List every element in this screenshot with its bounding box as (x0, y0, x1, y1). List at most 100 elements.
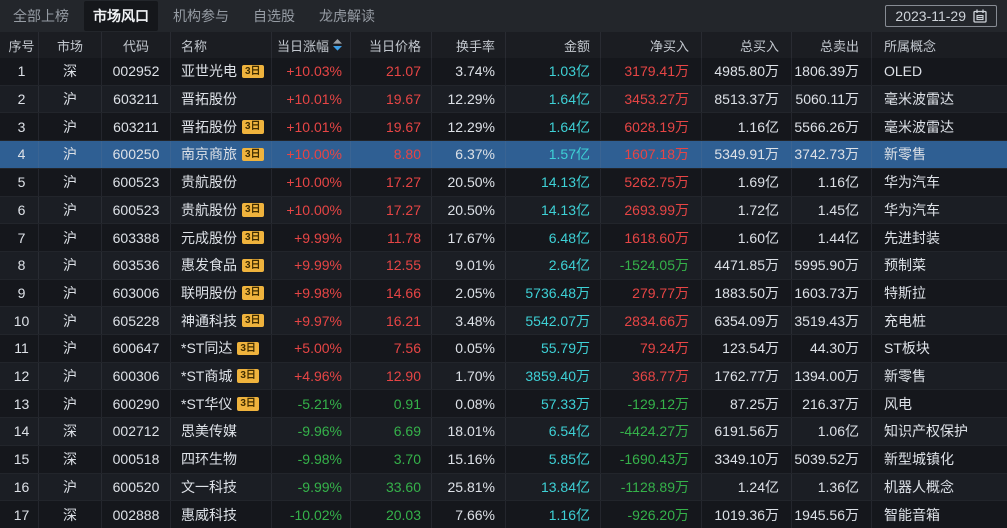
cell-turnover: 3.74% (432, 58, 506, 85)
cell-value-market: 沪 (63, 478, 77, 495)
cell-turnover: 12.29% (432, 85, 506, 113)
cell-price: 12.90 (351, 362, 432, 390)
cell-value-net_buy: 2693.99万 (624, 201, 689, 218)
table-row[interactable]: 17 深 002888 惠威科技 -10.02% 20.03 7.66% 1.16亿 -926.… (0, 500, 1007, 528)
cell-net_buy: -129.12万 (601, 390, 702, 418)
cell-value-total_buy: 1.24亿 (737, 478, 779, 495)
cell-value-price: 12.90 (385, 368, 421, 385)
tab-dragon-tiger[interactable]: 龙虎解读 (319, 8, 375, 24)
tab-institution[interactable]: 机构参与 (173, 8, 229, 24)
cell-value-change: +9.99% (294, 257, 342, 274)
cell-value-amount: 55.79万 (540, 340, 590, 357)
cell-concept: 新零售 (872, 363, 1007, 390)
cell-amount: 1.57亿 (506, 141, 601, 168)
cell-value-idx: 3 (17, 118, 26, 135)
column-header-change[interactable]: 当日涨幅 (272, 32, 351, 58)
cell-value-total_buy: 1.72亿 (737, 201, 779, 218)
tab-watchlist[interactable]: 自选股 (253, 8, 295, 24)
cell-value-concept: 知识产权保护 (884, 423, 968, 440)
cell-net_buy: -1524.05万 (601, 251, 702, 279)
cell-amount: 1.64亿 (506, 85, 601, 113)
cell-change: +10.01% (272, 85, 351, 113)
table-row[interactable]: 4 沪 600250 南京商旅 3日 +10.00% 8.80 6.37% 1.57亿 1607.… (0, 140, 1007, 168)
cell-value-total_buy: 123.54万 (722, 340, 779, 357)
tab-all-ranked[interactable]: 全部上榜 (13, 8, 69, 24)
table-row[interactable]: 5 沪 600523 贵航股份 +10.00% 17.27 20.50% 14.13亿 5262… (0, 167, 1007, 196)
column-header-label: 当日价格 (368, 38, 421, 54)
column-header-label: 名称 (181, 38, 208, 54)
badge-3day: 3日 (237, 397, 259, 411)
table-row[interactable]: 14 深 002712 思美传媒 -9.96% 6.69 18.01% 6.54亿 -4424.… (0, 417, 1007, 445)
table-header-row: 序号 市场 代码 名称 当日涨幅 当日价格 换手率 金额 净买入 总买入 总卖出 所属概念 (0, 32, 1007, 58)
table-row[interactable]: 15 深 000518 四环生物 -9.98% 3.70 15.16% 5.85亿 -1690.… (0, 444, 1007, 473)
cell-value-name: 贵航股份 (181, 201, 237, 218)
table-row[interactable]: 12 沪 600306 *ST商城 3日 +4.96% 12.90 1.70% 3859.40万… (0, 361, 1007, 390)
table-row[interactable]: 16 沪 600520 文一科技 -9.99% 33.60 25.81% 13.84亿 -112… (0, 472, 1007, 501)
cell-turnover: 0.08% (432, 390, 506, 418)
table-row[interactable]: 2 沪 603211 晋拓股份 +10.01% 19.67 12.29% 1.64亿 3453.… (0, 84, 1007, 113)
cell-value-change: +10.00% (286, 201, 342, 218)
table-row[interactable]: 10 沪 605228 神通科技 3日 +9.97% 16.21 3.48% 5542.07万 2… (0, 306, 1007, 335)
cell-name: *ST同达 3日 (171, 335, 272, 362)
cell-price: 14.66 (351, 279, 432, 307)
cell-value-amount: 14.13亿 (540, 174, 590, 191)
cell-value-name: 惠威科技 (181, 506, 237, 523)
cell-value-market: 沪 (63, 118, 77, 135)
table-row[interactable]: 6 沪 600523 贵航股份 3日 +10.00% 17.27 20.50% 14.13亿 26… (0, 195, 1007, 224)
cell-price: 3.70 (351, 445, 432, 473)
cell-name: 贵航股份 (171, 168, 272, 196)
tab-market-hotspot[interactable]: 市场风口 (84, 1, 158, 31)
table-row[interactable]: 11 沪 600647 *ST同达 3日 +5.00% 7.56 0.05% 55.79万 79.… (0, 334, 1007, 362)
cell-value-total_sell: 3742.73万 (794, 146, 859, 163)
cell-value-turnover: 0.05% (455, 340, 495, 357)
cell-market: 沪 (39, 113, 102, 141)
cell-total_buy: 1.60亿 (702, 224, 792, 251)
cell-value-total_sell: 1603.73万 (794, 284, 859, 301)
cell-market: 沪 (39, 473, 102, 501)
cell-value-total_buy: 8513.37万 (714, 91, 779, 108)
cell-code: 600523 (102, 196, 171, 224)
cell-net_buy: -926.20万 (601, 501, 702, 528)
cell-value-code: 600520 (112, 478, 160, 495)
table-row[interactable]: 13 沪 600290 *ST华仪 3日 -5.21% 0.91 0.08% 57.33万 -12… (0, 389, 1007, 418)
cell-concept: OLED (872, 58, 1007, 85)
cell-net_buy: 2834.66万 (601, 307, 702, 335)
cell-value-idx: 13 (13, 395, 30, 412)
date-picker[interactable]: 2023-11-29 (885, 5, 997, 27)
cell-value-name: 贵航股份 (181, 174, 237, 191)
cell-idx: 10 (5, 307, 39, 335)
sort-icon[interactable] (333, 39, 342, 51)
cell-idx: 15 (5, 445, 39, 473)
cell-value-code: 002888 (112, 506, 160, 523)
cell-name: 惠发食品 3日 (171, 251, 272, 279)
cell-value-total_sell: 5060.11万 (795, 91, 859, 108)
cell-idx: 16 (5, 473, 39, 501)
cell-total_sell: 3742.73万 (792, 141, 872, 168)
cell-total_sell: 3519.43万 (792, 307, 872, 335)
cell-market: 深 (39, 501, 102, 528)
cell-code: 600647 (102, 335, 171, 362)
cell-market: 深 (39, 418, 102, 445)
cell-value-idx: 14 (13, 423, 30, 440)
cell-net_buy: 3453.27万 (601, 85, 702, 113)
cell-value-total_sell: 5566.26万 (794, 118, 859, 135)
cell-market: 沪 (39, 390, 102, 418)
cell-net_buy: -1128.89万 (601, 473, 702, 501)
cell-idx: 8 (5, 251, 39, 279)
cell-value-total_buy: 1883.50万 (714, 284, 779, 301)
cell-value-code: 600523 (112, 174, 160, 191)
table-row[interactable]: 3 沪 603211 晋拓股份 3日 +10.01% 19.67 12.29% 1.64亿 602… (0, 112, 1007, 141)
cell-total_buy: 6354.09万 (702, 307, 792, 335)
table-row[interactable]: 7 沪 603388 元成股份 3日 +9.99% 11.78 17.67% 6.48亿 1618… (0, 223, 1007, 251)
cell-value-code: 600523 (112, 201, 160, 218)
cell-value-idx: 5 (17, 174, 26, 191)
cell-value-turnover: 17.67% (447, 229, 495, 246)
cell-value-name: 四环生物 (181, 451, 237, 468)
table-row[interactable]: 9 沪 603006 联明股份 3日 +9.98% 14.66 2.05% 5736.48万 27… (0, 278, 1007, 307)
table-row[interactable]: 8 沪 603536 惠发食品 3日 +9.99% 12.55 9.01% 2.64亿 -1524… (0, 250, 1007, 279)
cell-amount: 57.33万 (506, 390, 601, 418)
cell-value-price: 12.55 (385, 257, 421, 274)
cell-value-name: 晋拓股份 (181, 91, 237, 108)
table-row[interactable]: 1 深 002952 亚世光电 3日 +10.03% 21.07 3.74% 1.03亿 3179… (0, 58, 1007, 85)
cell-value-market: 沪 (63, 146, 77, 163)
